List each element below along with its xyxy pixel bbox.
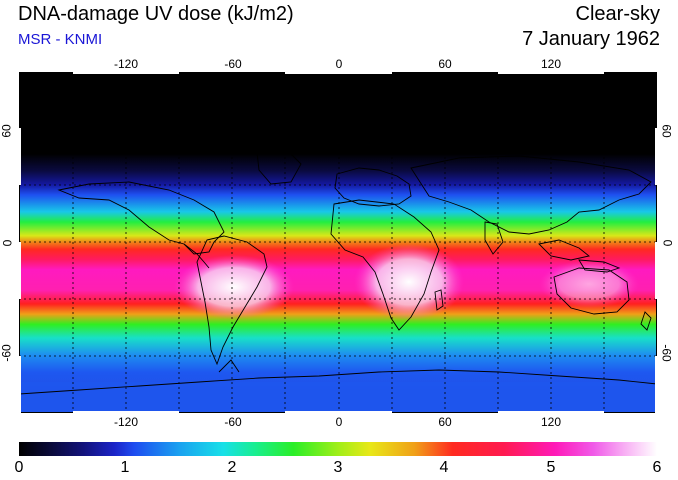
date-label: 7 January 1962 — [522, 28, 660, 50]
lon-label-bottom: 60 — [438, 415, 452, 429]
source-label: MSR - KNMI — [18, 31, 103, 48]
lat-label-right: -60 — [659, 344, 674, 362]
lat-label-right: 60 — [659, 124, 674, 138]
lon-label-bottom: -120 — [113, 415, 139, 429]
coastlines — [19, 149, 657, 395]
lon-label-top: 60 — [438, 57, 452, 71]
colorbar-label: 2 — [227, 459, 237, 476]
uv-dose-map — [19, 72, 657, 413]
lon-label-bottom: 120 — [540, 415, 562, 429]
lat-label-right: 0 — [660, 239, 675, 247]
colorbar-label: 5 — [546, 459, 556, 476]
lon-label-top: 0 — [335, 57, 343, 71]
antarctic-band — [19, 382, 657, 413]
uv-hotspot-australia — [539, 260, 639, 308]
map-svg — [19, 72, 657, 413]
lon-label-top: -120 — [113, 57, 139, 71]
sky-condition-label: Clear-sky — [575, 3, 660, 25]
uv-hotspot-south-america — [174, 255, 294, 319]
colorbar-label: 0 — [14, 459, 24, 476]
colorbar-label: 4 — [439, 459, 449, 476]
map-border — [19, 72, 657, 413]
lon-label-bottom: 0 — [335, 415, 343, 429]
lat-label-left: 60 — [0, 124, 14, 138]
lon-label-top: 120 — [540, 57, 562, 71]
lon-label-top: -60 — [224, 57, 242, 71]
colorbar-label: 6 — [652, 459, 662, 476]
map-title: DNA-damage UV dose (kJ/m2) — [18, 3, 294, 25]
lat-label-left: 0 — [0, 239, 15, 247]
uv-hotspot-southern-africa — [354, 244, 464, 320]
graticule — [19, 72, 657, 413]
lat-label-left: -60 — [0, 344, 14, 362]
colorbar-label: 3 — [333, 459, 343, 476]
lon-label-bottom: -60 — [224, 415, 242, 429]
colorbar-label: 1 — [120, 459, 130, 476]
color-scale-bar — [19, 442, 657, 456]
